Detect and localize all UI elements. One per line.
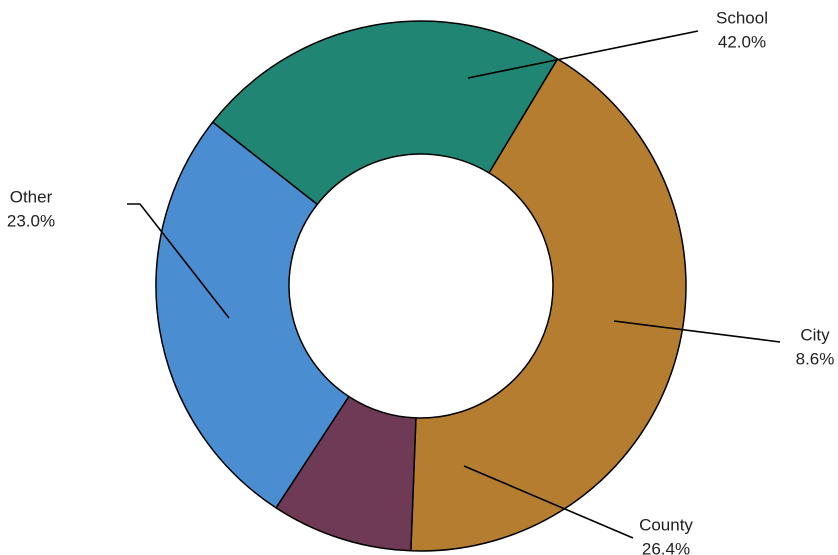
leader-line-other [127,203,230,319]
slice-value-city: 8.6% [796,349,835,368]
slice-label-county: County [639,515,693,534]
slice-value-other: 23.0% [7,211,55,230]
leader-line-county [463,465,634,539]
slice-label-other: Other [10,187,53,206]
slice-label-city: City [800,325,830,344]
slice-other [211,20,559,206]
slices-layer [155,20,687,552]
slice-value-county: 26.4% [642,539,690,555]
slice-value-school: 42.0% [718,32,766,51]
slice-label-school: School [716,8,768,27]
leader-line-city [613,320,781,343]
slice-county [155,121,350,509]
labels-layer: School 42.0% City 8.6% County 26.4% Other 23.0% [7,8,834,555]
leader-line-school [467,30,699,79]
slice-school [410,57,687,552]
